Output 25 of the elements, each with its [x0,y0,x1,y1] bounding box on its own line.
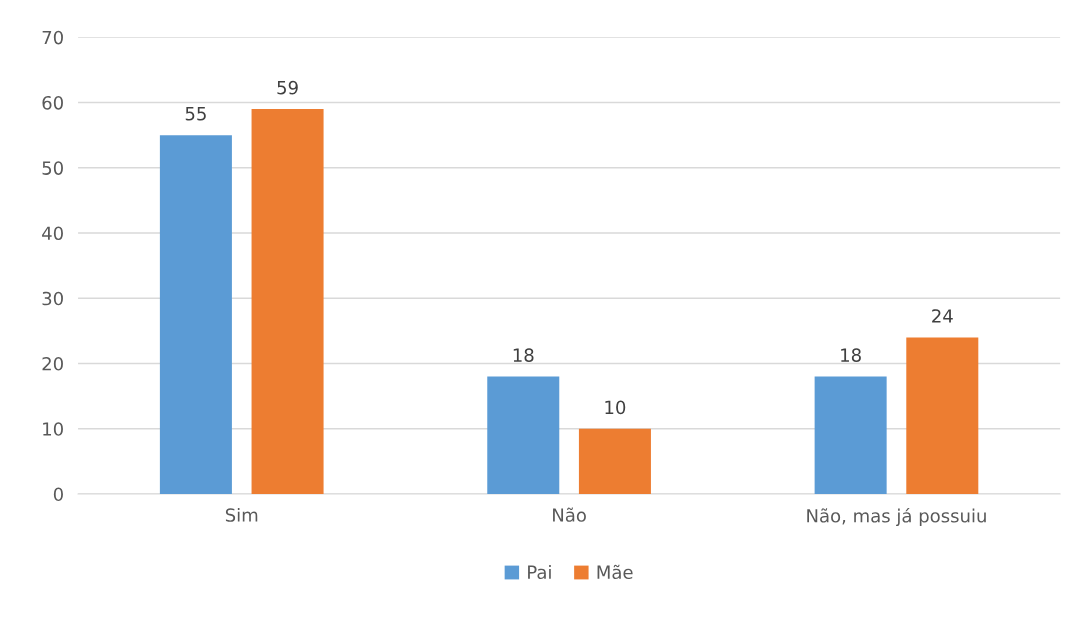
y-tick-label: 70 [42,30,63,45]
y-tick-label: 40 [42,226,63,241]
bar [906,337,979,495]
y-tick-label: 20 [42,356,63,371]
data-label: 24 [932,309,953,323]
legend-label: Mãe [597,564,633,580]
data-label: 10 [605,400,626,415]
x-tick-label: Sim [225,507,258,522]
legend-label: Pai [528,565,551,580]
y-tick-label: 0 [53,487,63,502]
y-tick-label: 50 [42,161,63,175]
x-tick-label: Não [553,507,586,522]
data-label: 59 [277,80,298,95]
bar [251,109,324,495]
y-tick-label: 30 [42,291,63,306]
bar [159,135,232,495]
data-label: 55 [185,107,206,121]
bar [814,376,887,495]
y-tick-label: 60 [42,95,63,110]
x-tick-label: Não, mas já possuiu [807,507,986,527]
bar [487,376,560,495]
y-tick-label: 10 [43,422,63,436]
data-label: 18 [841,348,861,362]
data-label: 18 [513,348,534,362]
bar [578,428,651,495]
